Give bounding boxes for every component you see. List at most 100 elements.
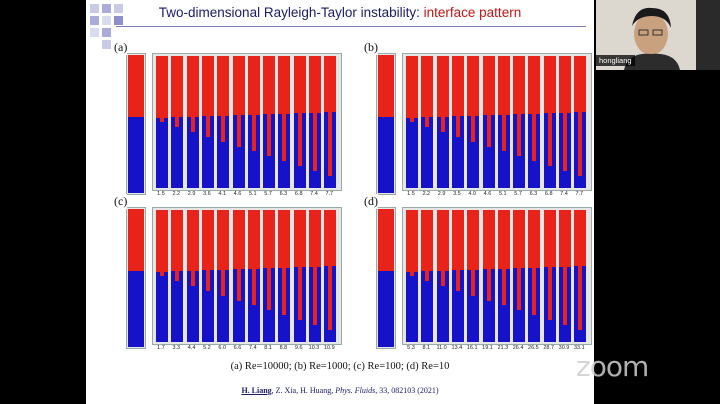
snapshot-sequence [402, 207, 592, 345]
snapshot-column [451, 210, 464, 342]
corner-decoration [86, 0, 146, 55]
time-label: 10.3 [308, 345, 320, 351]
time-label: 5.2 [203, 345, 211, 351]
reference-column [126, 207, 146, 349]
snapshot-column [293, 210, 306, 342]
time-label: 1.5 [407, 191, 415, 197]
snapshot-column [263, 56, 276, 188]
time-label: 5.3 [407, 345, 415, 351]
snapshot-column [528, 210, 541, 342]
snapshot-column [278, 210, 291, 342]
citation-details: , 33, 082103 (2021) [375, 386, 439, 395]
snapshot-column [247, 56, 260, 188]
time-label: 8.1 [264, 345, 272, 351]
snapshot-column [528, 56, 541, 188]
time-label: 7.4 [248, 345, 257, 351]
snapshot-column [513, 56, 526, 188]
time-label: 6.3 [279, 191, 288, 197]
time-label: 30.9 [558, 345, 570, 351]
figure-caption: (a) Re=10000; (b) Re=1000; (c) Re=100; (… [230, 361, 450, 372]
time-label: 11.0 [436, 345, 447, 351]
time-label: 6.8 [294, 191, 303, 197]
title-main: Two-dimensional Rayleigh-Taylor instabil… [158, 5, 424, 20]
time-label: 9.6 [294, 345, 303, 351]
time-label: 16.1 [466, 345, 478, 351]
snapshot-column [201, 210, 214, 342]
snapshot-column [201, 56, 214, 188]
time-label: 5.7 [514, 191, 522, 197]
participant-name-label: hongliang [596, 55, 635, 66]
snapshot-column [171, 210, 184, 342]
time-label: 7.7 [325, 191, 334, 197]
time-label: 13.4 [451, 345, 463, 351]
citation: H. Liang, Z. Xia, H. Huang, Phys. Fluids… [86, 386, 594, 395]
panel-a: (a) 1.5 2.2 2.9 3.6 4.1 4.6 5.1 5.7 6.3 6.8 7.4 7.7 [114, 40, 344, 200]
presentation-slide: Two-dimensional Rayleigh-Taylor instabil… [86, 0, 594, 404]
snapshot-column [186, 56, 199, 188]
snapshot-column [247, 210, 260, 342]
time-label: 4.0 [468, 191, 477, 197]
time-label: 7.4 [310, 191, 318, 197]
time-label: 8.1 [422, 345, 431, 351]
time-label: 3.6 [203, 191, 211, 197]
slide-title: Two-dimensional Rayleigh-Taylor instabil… [86, 5, 594, 20]
snapshot-column [406, 210, 418, 342]
snapshot-column [543, 210, 556, 342]
time-label: 21.3 [497, 345, 509, 351]
panel-d: (d) 5.3 8.1 11.0 13.4 16.1 19.1 21.3 26.4 26.5 28.… [364, 194, 594, 354]
snapshot-column [559, 56, 571, 188]
panel-label: (c) [114, 194, 128, 209]
snapshot-column [574, 56, 587, 188]
snapshot-column [217, 210, 230, 342]
time-label: 2.9 [187, 191, 196, 197]
snapshot-column [293, 56, 306, 188]
time-label: 3.5 [453, 191, 461, 197]
snapshot-column [574, 210, 587, 342]
citation-first-author: H. Liang [241, 386, 272, 395]
snapshot-sequence [402, 53, 592, 191]
time-label: 8.8 [279, 345, 288, 351]
citation-journal: Phys. Fluids [335, 386, 376, 395]
time-label: 28.7 [543, 345, 555, 351]
time-label: 2.2 [422, 191, 431, 197]
snapshot-column [421, 56, 434, 188]
time-label: 5.1 [498, 191, 507, 197]
snapshot-column [451, 56, 464, 188]
zoom-watermark: zoom [576, 350, 649, 383]
snapshot-column [406, 56, 418, 188]
snapshot-column [171, 56, 184, 188]
time-label: 10.9 [323, 345, 335, 351]
snapshot-column [309, 56, 321, 188]
snapshot-column [497, 210, 510, 342]
citation-coauthors: , Z. Xia, H. Huang, [271, 386, 336, 395]
time-label: 6.0 [218, 345, 227, 351]
participant-video-tile[interactable] [596, 0, 720, 70]
snapshot-sequence [152, 207, 342, 345]
snapshot-column [559, 210, 571, 342]
snapshot-column [421, 210, 434, 342]
participant-video-image [596, 0, 720, 70]
panel-label: (a) [114, 40, 128, 55]
time-label: 6.6 [233, 345, 242, 351]
snapshot-column [232, 56, 245, 188]
time-label: 6.3 [529, 191, 538, 197]
time-label: 7.7 [575, 191, 584, 197]
snapshot-column [186, 210, 199, 342]
reference-column [126, 53, 146, 195]
panel-b: (b) 1.5 2.2 2.9 3.5 4.0 4.6 5.1 5.7 6.3 6.8 7.4 7.7 [364, 40, 594, 200]
snapshot-column [436, 210, 449, 342]
snapshot-column [324, 56, 337, 188]
snapshot-column [513, 210, 526, 342]
reference-column [376, 207, 396, 349]
snapshot-column [467, 210, 480, 342]
snapshot-column [263, 210, 276, 342]
time-label: 26.5 [528, 345, 539, 351]
snapshot-column [482, 56, 495, 188]
snapshot-column [543, 56, 556, 188]
time-label: 6.8 [544, 191, 553, 197]
reference-column [376, 53, 396, 195]
time-label: 1.5 [157, 191, 165, 197]
panel-label: (b) [364, 40, 378, 55]
title-highlight: interface pattern [423, 5, 522, 20]
time-label: 4.4 [187, 345, 196, 351]
